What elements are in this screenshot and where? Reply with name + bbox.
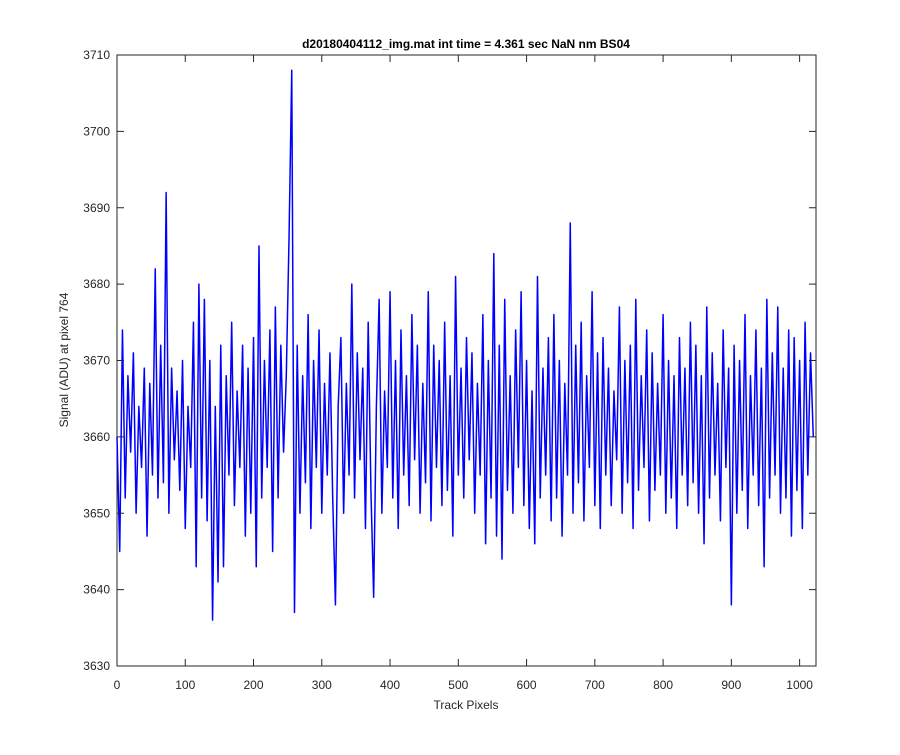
x-tick-label: 500 xyxy=(448,678,468,692)
chart-title: d20180404112_img.mat int time = 4.361 se… xyxy=(302,37,630,51)
y-tick-label: 3650 xyxy=(83,506,110,520)
x-tick-label: 200 xyxy=(244,678,264,692)
data-line xyxy=(116,69,815,621)
y-tick-label: 3680 xyxy=(83,277,110,291)
y-tick-label: 3670 xyxy=(83,354,110,368)
y-tick-label: 3710 xyxy=(83,48,110,62)
x-tick-label: 600 xyxy=(517,678,537,692)
y-tick-label: 3700 xyxy=(83,124,110,138)
x-tick-label: 300 xyxy=(312,678,332,692)
x-tick-label: 700 xyxy=(585,678,605,692)
x-tick-label: 100 xyxy=(175,678,195,692)
y-tick-label: 3690 xyxy=(83,201,110,215)
x-tick-label: 400 xyxy=(380,678,400,692)
x-axis-label: Track Pixels xyxy=(434,698,499,712)
y-tick-label: 3640 xyxy=(83,583,110,597)
x-tick-label: 0 xyxy=(114,678,121,692)
x-tick-label: 1000 xyxy=(786,678,813,692)
y-tick-label: 3660 xyxy=(83,430,110,444)
y-tick-label: 3630 xyxy=(83,659,110,673)
y-axis-label: Signal (ADU) at pixel 764 xyxy=(57,292,71,427)
x-tick-label: 800 xyxy=(653,678,673,692)
x-tick-label: 900 xyxy=(721,678,741,692)
